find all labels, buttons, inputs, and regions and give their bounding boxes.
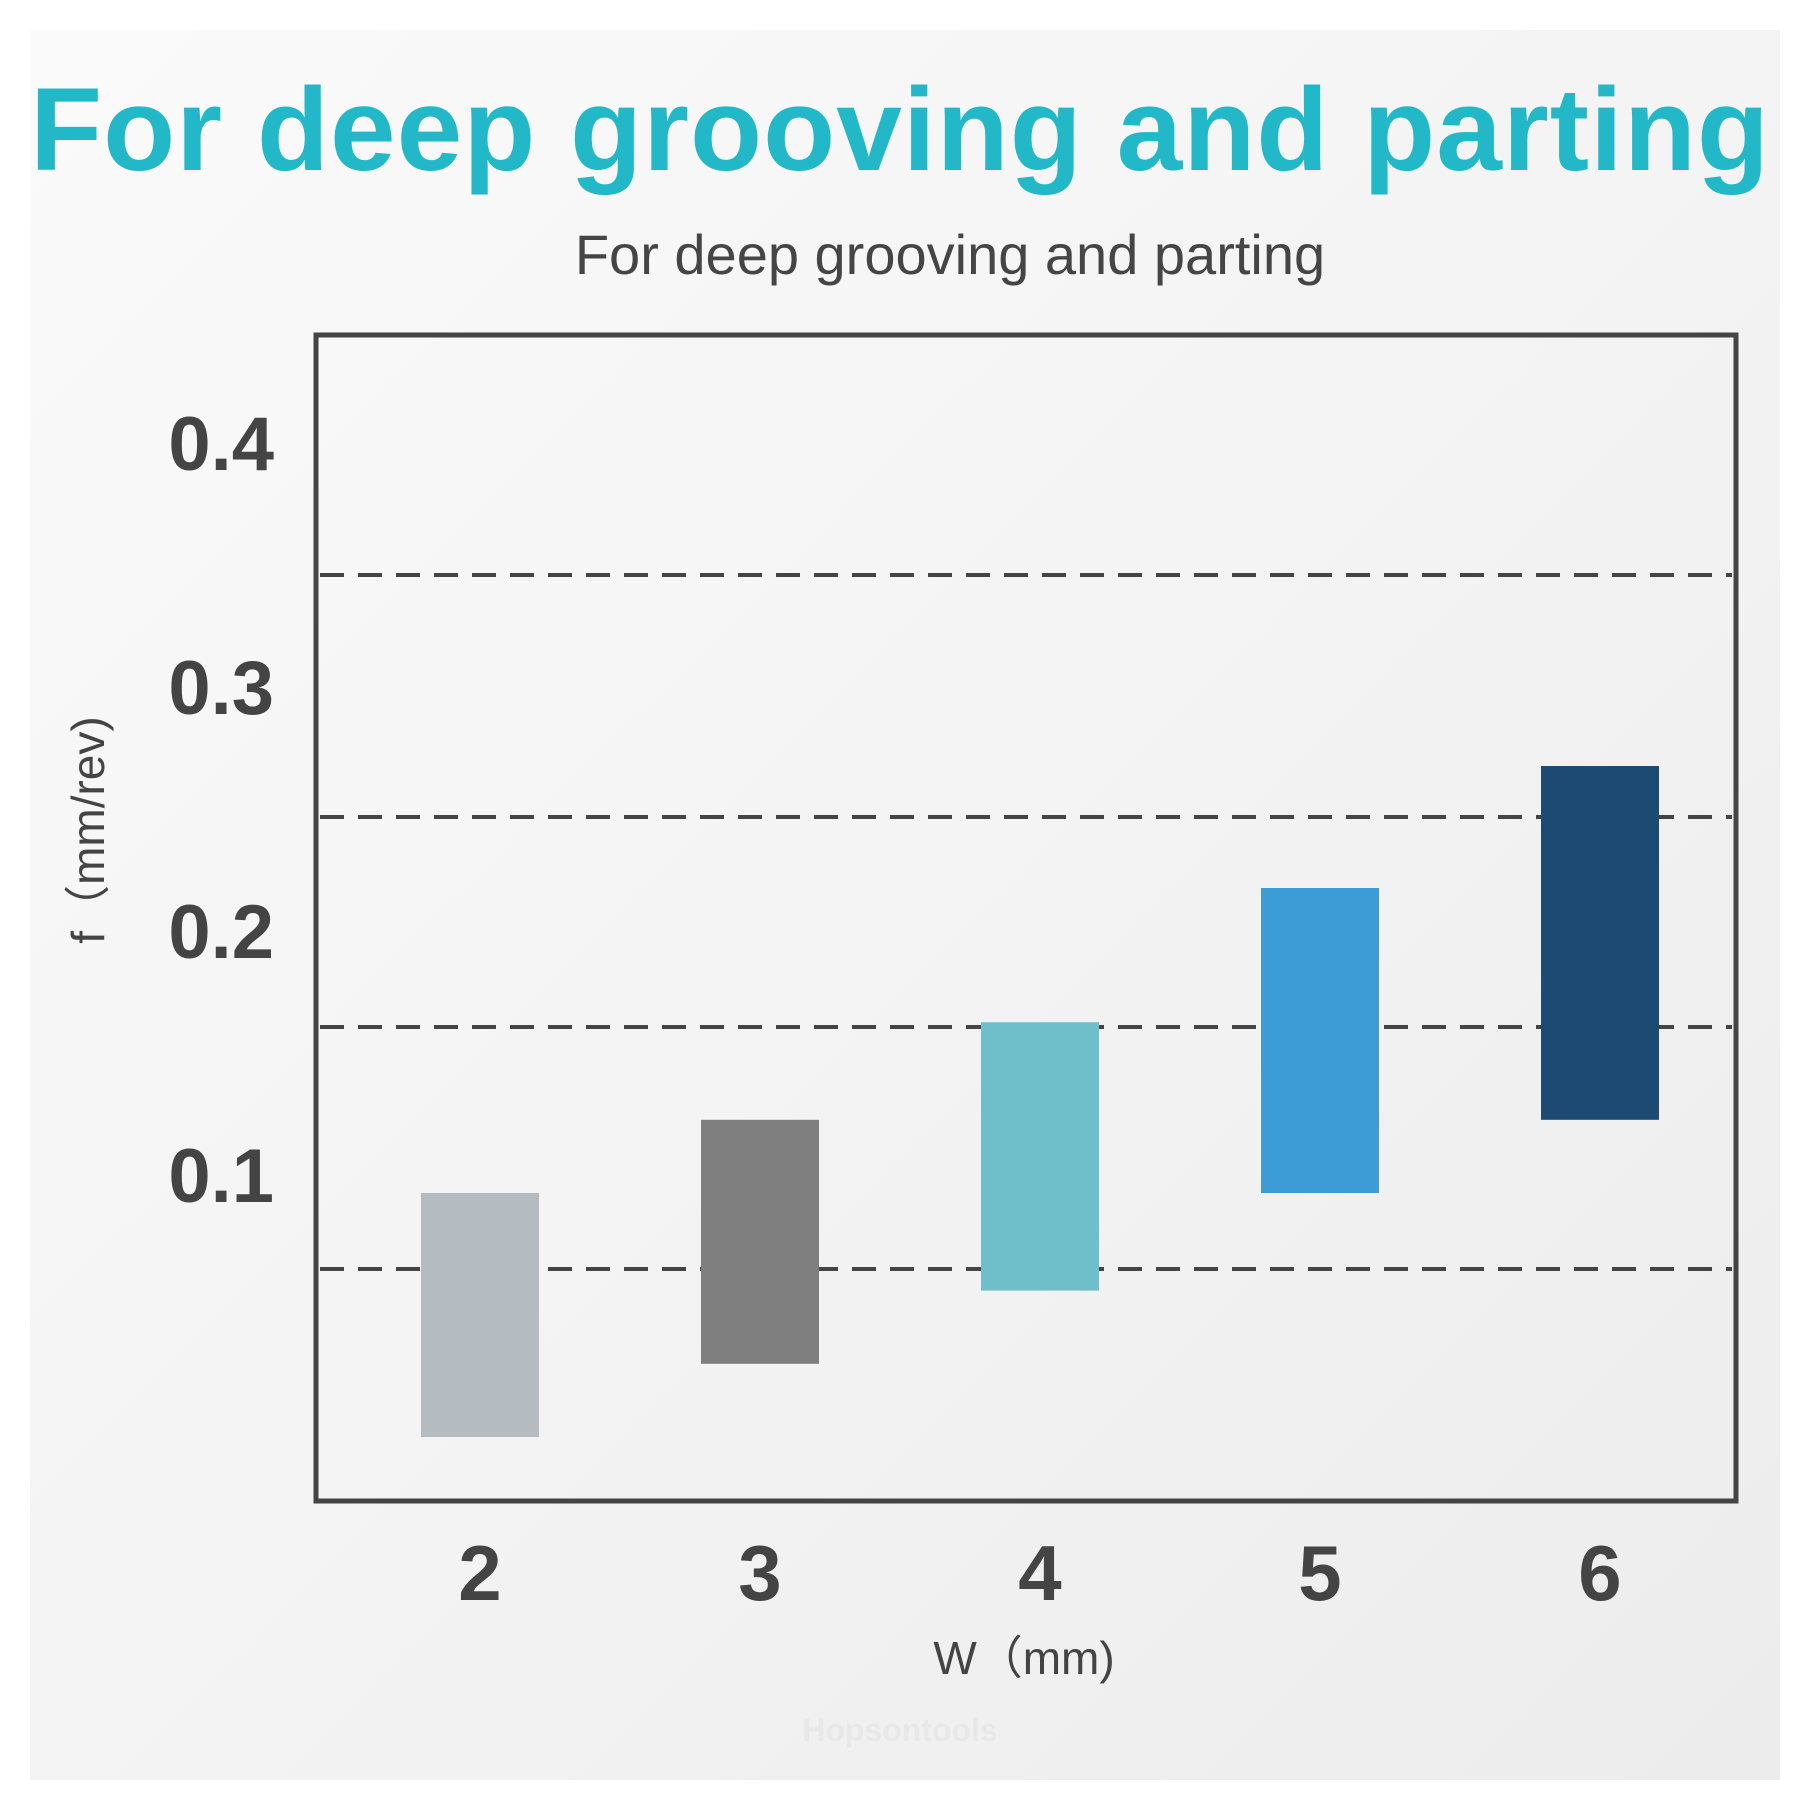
- chart-panel: [30, 30, 1780, 1780]
- x-tick-label: 5: [1298, 1529, 1341, 1617]
- x-tick-label: 3: [738, 1529, 781, 1617]
- y-tick-label: 0.3: [168, 646, 274, 731]
- y-axis-ticks: 0.4 0.3 0.2 0.1: [168, 402, 274, 1219]
- x-axis-ticks: 2 3 4 5 6: [458, 1529, 1621, 1617]
- y-tick-label: 0.2: [168, 890, 274, 975]
- x-tick-label: 2: [458, 1529, 501, 1617]
- plot-frame: [313, 332, 1739, 1504]
- x-tick-label: 6: [1578, 1529, 1621, 1617]
- x-axis-label: W（mm): [933, 1632, 1114, 1684]
- bar-w-4: [981, 1022, 1099, 1291]
- bar-w-5: [1261, 888, 1379, 1193]
- x-tick-label: 4: [1018, 1529, 1061, 1617]
- chart-title: For deep grooving and parting: [574, 223, 1326, 286]
- bar-w-6: [1541, 766, 1659, 1120]
- y-axis-label: f（mm/rev): [62, 716, 114, 943]
- y-tick-label: 0.1: [168, 1134, 274, 1219]
- y-tick-label: 0.4: [168, 402, 274, 487]
- bar-w-3: [701, 1119, 819, 1364]
- bars: [421, 766, 1659, 1437]
- bar-w-2: [421, 1193, 539, 1437]
- watermark: Hopsontools: [802, 1712, 998, 1748]
- page-title: For deep grooving and parting: [30, 64, 1770, 196]
